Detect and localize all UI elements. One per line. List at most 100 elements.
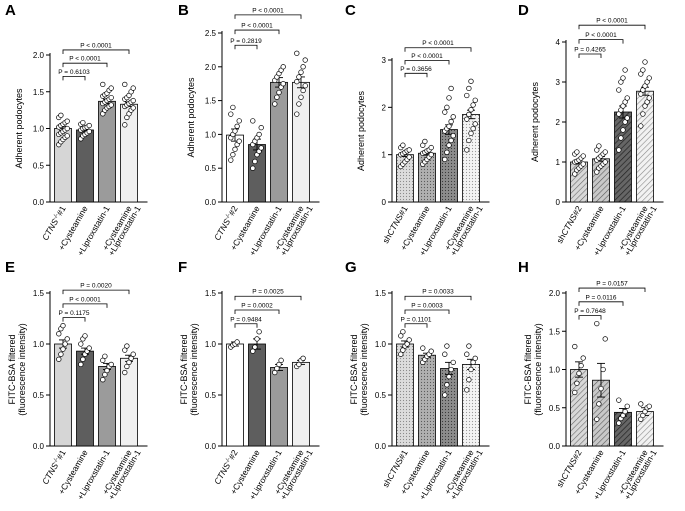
data-point (466, 377, 472, 383)
data-point (250, 118, 256, 124)
data-point (444, 382, 450, 388)
data-point (100, 81, 106, 88)
data-point (638, 123, 644, 129)
y-tick-label: 1.0 (205, 130, 217, 139)
y-tick-label: 2.0 (205, 63, 217, 72)
data-point (444, 104, 450, 110)
data-point (78, 361, 84, 368)
data-point (80, 356, 86, 362)
y-tick-label: 0 (556, 198, 561, 207)
data-point (124, 343, 130, 349)
bar (570, 369, 588, 447)
data-point (624, 115, 630, 121)
data-point (108, 85, 114, 91)
y-tick-label: 2 (382, 103, 387, 112)
data-point (60, 346, 66, 352)
panel-letter: F (178, 259, 187, 276)
bar (614, 111, 632, 203)
data-point (230, 152, 236, 158)
y-axis-label-line2: (fluorescence intensity) (189, 323, 199, 416)
data-point (398, 351, 404, 357)
data-point (100, 357, 106, 363)
p-value-label: P < 0.0001 (80, 42, 112, 49)
y-tick-label: 1 (556, 158, 561, 167)
data-point (642, 59, 648, 65)
data-point (272, 101, 278, 107)
data-point (256, 329, 262, 335)
y-tick-label: 1.0 (549, 366, 561, 375)
data-point (616, 147, 622, 153)
data-point (232, 128, 238, 134)
p-value-label: P < 0.0001 (241, 23, 273, 30)
p-value-label: P = 0.0025 (252, 289, 284, 296)
data-point (428, 144, 434, 151)
bar (440, 368, 458, 447)
data-point (572, 171, 578, 177)
x-tick-label-part: #1 (54, 204, 68, 217)
data-point (464, 351, 470, 357)
significance-bracket (404, 47, 472, 52)
data-point (646, 403, 652, 409)
data-point (646, 95, 652, 101)
data-point (130, 85, 136, 91)
data-point (640, 67, 646, 73)
data-point (406, 147, 412, 153)
p-value-label: P = 0.0116 (585, 294, 616, 301)
data-point (602, 336, 608, 342)
data-point (126, 359, 132, 366)
data-point (618, 79, 624, 85)
x-tick-label-part: #1 (396, 448, 410, 461)
data-point (428, 348, 434, 354)
data-point (598, 385, 604, 392)
y-tick-label: 0 (382, 198, 387, 207)
significance-bracket (62, 289, 130, 295)
data-point (86, 128, 92, 135)
data-point (272, 369, 278, 376)
p-value-label: P < 0.0001 (422, 40, 454, 47)
significance-bracket (234, 309, 280, 314)
data-point (464, 147, 470, 153)
significance-bracket (62, 317, 86, 322)
y-tick-label: 1 (382, 151, 387, 160)
bar (248, 343, 266, 447)
x-tick-label-part: #1 (54, 448, 68, 461)
data-point (644, 99, 650, 105)
data-point (406, 337, 412, 343)
data-point (450, 359, 456, 366)
y-axis-label: FITC-BSA filtered (523, 334, 533, 404)
data-point (468, 130, 474, 137)
data-point (250, 348, 256, 354)
p-value-label: P = 0.9484 (230, 316, 262, 323)
data-point (80, 119, 86, 126)
data-point (442, 156, 448, 163)
data-point (122, 122, 128, 128)
data-point (300, 87, 306, 94)
p-value-label: P = 0.3656 (400, 66, 432, 73)
data-point (278, 357, 284, 363)
p-value-label: P = 0.7648 (574, 308, 606, 315)
data-point (276, 361, 282, 368)
panel-letter: A (5, 2, 16, 19)
p-value-label: P = 0.0002 (241, 302, 273, 309)
data-point (232, 146, 238, 152)
data-point (236, 138, 242, 144)
data-point (234, 339, 240, 345)
data-point (580, 355, 586, 361)
y-tick-label: 0.0 (205, 442, 217, 451)
data-point (64, 336, 70, 342)
data-point (102, 371, 108, 378)
data-point (466, 343, 472, 349)
data-point (274, 94, 280, 100)
data-point (230, 104, 236, 111)
bar (418, 354, 436, 447)
data-point (646, 75, 652, 81)
data-point (576, 370, 582, 376)
data-point (442, 109, 448, 115)
data-point (100, 377, 106, 383)
p-value-label: P < 0.0001 (69, 296, 101, 303)
data-point (58, 112, 64, 118)
data-point (644, 79, 650, 85)
data-point (108, 102, 114, 108)
